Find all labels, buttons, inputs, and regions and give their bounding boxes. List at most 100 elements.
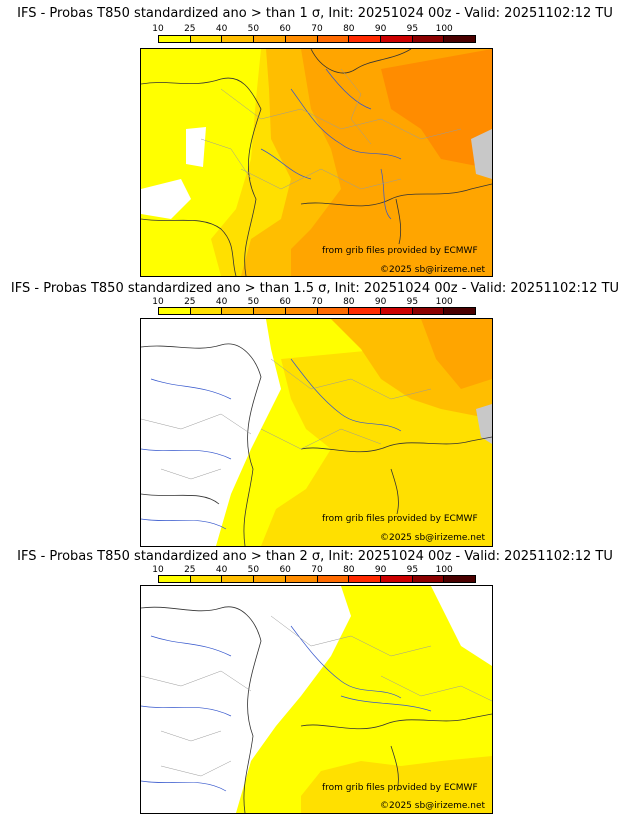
admin-borders	[200, 68, 462, 190]
scale-label: 25	[184, 297, 196, 307]
coastlines	[141, 606, 492, 813]
scale-color-cell	[222, 308, 255, 314]
scale-label: 80	[343, 565, 355, 575]
scale-color-cell	[190, 308, 223, 314]
prob-60-area	[381, 49, 492, 169]
scale-color-cell	[159, 36, 191, 42]
scale-label: 10	[152, 24, 164, 34]
panel-3-scale-bar	[158, 575, 476, 583]
scale-label: 100	[435, 297, 453, 307]
sea-grey	[471, 129, 492, 179]
prob-50-area	[421, 319, 492, 389]
panel-2-title: IFS - Probas T850 standardized ano > tha…	[10, 281, 620, 296]
panel-1-title: IFS - Probas T850 standardized ano > tha…	[17, 6, 613, 21]
scale-color-cell	[222, 576, 255, 582]
scale-label: 95	[406, 24, 419, 34]
scale-color-cell	[412, 576, 445, 582]
panel-3-source-credit: from grib files provided by ECMWF	[322, 783, 478, 793]
scale-label: 10	[152, 565, 164, 575]
rivers	[141, 625, 432, 792]
scale-color-cell	[444, 308, 476, 314]
rivers	[141, 358, 402, 530]
panel-1-scale-bar	[158, 35, 476, 43]
scale-label: 60	[279, 297, 291, 307]
scale-label: 40	[215, 565, 228, 575]
scale-color-cell	[349, 576, 381, 582]
panel-1-copyright: ©2025 sb@irizeme.net	[380, 265, 486, 275]
scale-label: 90	[374, 24, 387, 34]
panel-2-color-scale: 10 25 40 50 60 70 80 90 95 100	[152, 297, 476, 317]
panel-2-scale-bar	[158, 307, 476, 315]
panel-2-source-credit: from grib files provided by ECMWF	[322, 514, 478, 524]
scale-label: 60	[279, 24, 291, 34]
scale-color-cell	[349, 308, 381, 314]
land-cutout	[141, 179, 191, 219]
scale-color-cell	[254, 36, 286, 42]
scale-color-cell	[317, 308, 350, 314]
scale-color-cell	[190, 576, 223, 582]
panel-1-map-svg	[141, 49, 492, 276]
panel-1-color-scale: 10 25 40 50 60 70 80 90 95 100	[152, 24, 476, 44]
scale-color-cell	[285, 576, 318, 582]
panel-1-source-credit: from grib files provided by ECMWF	[322, 246, 478, 256]
panel-1: IFS - Probas T850 standardized ano > tha…	[0, 0, 630, 277]
scale-label: 70	[311, 297, 323, 307]
scale-color-cell	[380, 576, 413, 582]
panel-2: IFS - Probas T850 standardized ano > tha…	[0, 276, 630, 547]
rivers	[260, 68, 402, 220]
scale-color-cell	[159, 576, 191, 582]
scale-label: 10	[152, 297, 164, 307]
scale-color-cell	[317, 576, 350, 582]
panel-3-map	[140, 585, 493, 814]
panel-3-map-svg	[141, 586, 492, 813]
scale-label: 50	[247, 297, 260, 307]
panel-3-title: IFS - Probas T850 standardized ano > tha…	[17, 549, 613, 564]
scale-label: 100	[435, 565, 453, 575]
scale-color-cell	[317, 36, 350, 42]
panel-1-map	[140, 48, 493, 277]
land-cutout-2	[186, 127, 206, 167]
panel-3-copyright: ©2025 sb@irizeme.net	[380, 801, 486, 811]
scale-label: 50	[247, 565, 260, 575]
scale-color-cell	[254, 576, 286, 582]
scale-label: 70	[311, 24, 323, 34]
sea-grey	[476, 404, 492, 444]
scale-label: 25	[184, 565, 196, 575]
panel-3-color-scale: 10 25 40 50 60 70 80 90 95 100	[152, 565, 476, 585]
scale-color-cell	[254, 308, 286, 314]
coastlines	[141, 343, 492, 546]
scale-color-cell	[349, 36, 381, 42]
scale-label: 90	[374, 297, 387, 307]
scale-label: 25	[184, 24, 196, 34]
scale-label: 80	[343, 24, 355, 34]
prob-25-area	[301, 756, 492, 813]
scale-label: 80	[343, 297, 355, 307]
scale-label: 40	[215, 297, 228, 307]
scale-label: 90	[374, 565, 387, 575]
prob-10-area	[236, 586, 492, 813]
prob-none-cut	[431, 586, 492, 666]
panel-2-map	[140, 318, 493, 547]
scale-label: 70	[311, 565, 323, 575]
panel-2-map-svg	[141, 319, 492, 546]
scale-color-cell	[380, 308, 413, 314]
scale-color-cell	[285, 308, 318, 314]
panel-3: IFS - Probas T850 standardized ano > tha…	[0, 546, 630, 828]
scale-label: 50	[247, 24, 260, 34]
scale-color-cell	[412, 36, 445, 42]
scale-label: 95	[406, 297, 419, 307]
scale-color-cell	[380, 36, 413, 42]
scale-label: 100	[435, 24, 453, 34]
scale-color-cell	[412, 308, 445, 314]
scale-label: 40	[215, 24, 228, 34]
scale-color-cell	[222, 36, 255, 42]
panel-2-copyright: ©2025 sb@irizeme.net	[380, 533, 486, 543]
coastlines	[141, 49, 492, 276]
scale-label: 95	[406, 565, 419, 575]
scale-color-cell	[285, 36, 318, 42]
scale-color-cell	[444, 36, 476, 42]
admin-borders	[141, 358, 432, 480]
scale-color-cell	[159, 308, 191, 314]
scale-label: 60	[279, 565, 291, 575]
scale-color-cell	[190, 36, 223, 42]
